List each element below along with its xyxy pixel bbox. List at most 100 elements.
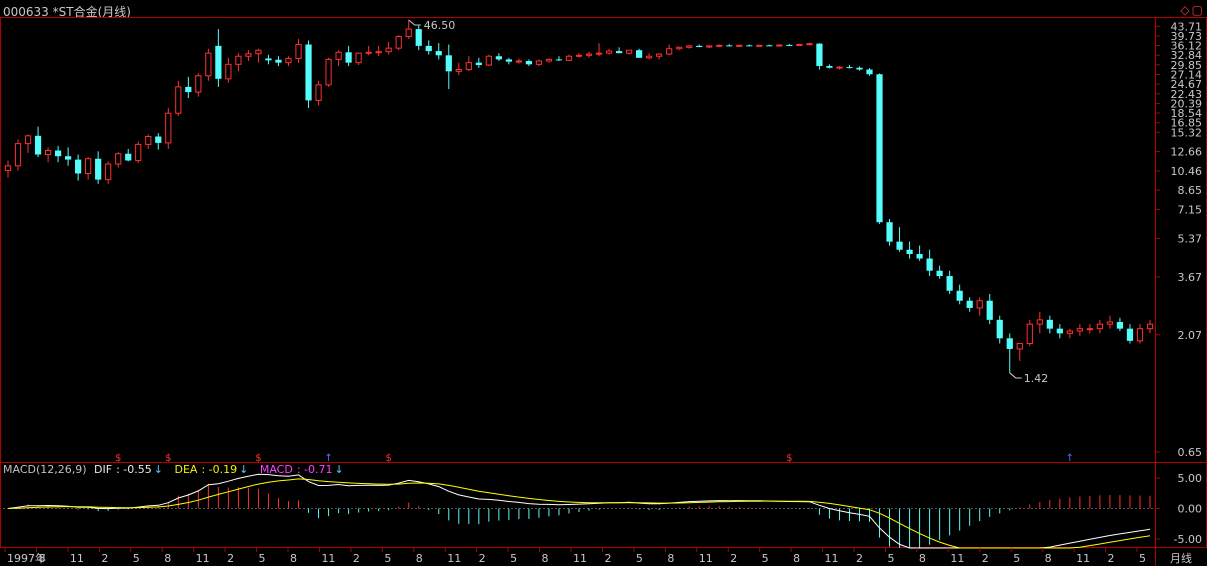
candle-body-up (385, 47, 392, 53)
candle-body-down (555, 59, 563, 61)
x-tick-label: 5 (510, 552, 517, 565)
macd-header: MACD(12,26,9) DIF: -0.55 ↓ DEA: -0.19 ↓ MA… (3, 463, 352, 476)
candle-body-up (145, 136, 152, 145)
x-tick-label: 5 (384, 552, 391, 565)
candle-body-down (956, 290, 963, 301)
candle-body-down (856, 67, 863, 70)
candle-body-down (726, 45, 733, 47)
candle-body-down (746, 45, 753, 47)
x-tick-label: 2 (982, 552, 989, 565)
down-arrow-icon: ↓ (334, 463, 344, 476)
candle-body-down (986, 300, 993, 320)
dea-legend: DEA: -0.19 ↓ (174, 463, 249, 476)
min-price-label: 1.42 (1024, 372, 1049, 385)
candle-body-down (966, 300, 973, 308)
candle-body-down (155, 136, 162, 143)
candle-body-down (525, 61, 533, 65)
y-tick-label: 5.37 (1178, 232, 1203, 245)
candle-body-down (125, 153, 132, 161)
candle-body-down (415, 29, 422, 46)
candle-body-down (916, 254, 923, 259)
x-tick-label: 8 (164, 552, 171, 565)
dif-legend: DIF: -0.55 ↓ (94, 463, 163, 476)
signal-marker: $ (786, 453, 792, 464)
candle-body-up (625, 49, 633, 54)
x-tick-label: 2 (856, 552, 863, 565)
macd-value: -0.71 (304, 463, 333, 476)
y-tick-label: 10.46 (1171, 165, 1203, 178)
y-tick-label: 32.84 (1171, 49, 1203, 62)
diamond-icon[interactable]: ◇ (1180, 3, 1190, 17)
x-tick-label: 11 (573, 552, 587, 565)
signal-marker: ↑ (1066, 453, 1074, 464)
x-tick-label: 8 (667, 552, 674, 565)
signal-marker: $ (165, 453, 171, 464)
y-tick-label: 16.85 (1171, 117, 1203, 130)
y-tick-label: 39.73 (1171, 30, 1203, 43)
macd-title: MACD(12,26,9) (3, 463, 87, 476)
x-tick-label: 5 (1139, 552, 1146, 565)
candle-body-down (185, 86, 192, 93)
x-tick-label: 1997年 (7, 551, 46, 565)
candle-body-up (295, 43, 302, 59)
candle-body-down (65, 156, 72, 160)
candle-body-down (425, 45, 432, 52)
candle-body-up (44, 150, 52, 156)
candle-body-up (255, 49, 262, 55)
macd-y-tick-label: 5.00 (1178, 472, 1203, 485)
candle-body-down (345, 52, 352, 63)
signal-marker: $ (255, 453, 261, 464)
candle-body-up (1146, 323, 1154, 330)
candle-body-down (475, 62, 482, 66)
candle-body-up (836, 66, 843, 69)
x-tick-label: 11 (70, 552, 84, 565)
y-tick-label: 8.65 (1178, 184, 1203, 197)
candle-body-down (1126, 328, 1134, 341)
candle-body-up (365, 51, 372, 54)
candle-body-down (886, 222, 893, 242)
candle-body-down (34, 135, 42, 155)
candle-body-down (635, 50, 643, 58)
candle-body-up (135, 143, 142, 161)
y-tick-label: 36.12 (1171, 40, 1203, 53)
x-tick-label: 5 (636, 552, 643, 565)
x-tick-label: 11 (1076, 552, 1090, 565)
y-tick-label: 24.67 (1171, 78, 1203, 91)
x-tick-label: 8 (793, 552, 800, 565)
candle-body-down (445, 55, 452, 72)
candle-body-up (115, 153, 122, 165)
candle-body-down (876, 74, 883, 223)
candle-body-up (395, 36, 402, 49)
candle-body-down (505, 59, 512, 62)
y-tick-label: 3.67 (1178, 271, 1203, 284)
candle-body-up (175, 86, 182, 114)
x-tick-label: 5 (259, 552, 266, 565)
y-tick-label: 15.32 (1171, 126, 1203, 139)
x-tick-label: 8 (38, 552, 45, 565)
dea-value: -0.19 (208, 463, 238, 476)
macd-name: MACD (259, 463, 293, 476)
candle-body-up (646, 55, 653, 59)
dif-name: DIF (94, 463, 113, 476)
dea-line (7, 478, 1151, 549)
signal-marker: ↑ (324, 453, 332, 464)
x-tick-label: 5 (133, 552, 140, 565)
candle-body-down (826, 66, 833, 68)
candle-body-down (275, 59, 282, 63)
candle-body-up (656, 53, 663, 57)
x-tick-label: 2 (353, 552, 360, 565)
restore-window-icon[interactable]: ▢ (1191, 3, 1203, 17)
candle-body-up (335, 51, 342, 60)
candle-body-up (315, 84, 322, 101)
candle-body-up (686, 45, 693, 48)
candle-body-up (465, 62, 472, 71)
x-tick-label: 5 (762, 552, 769, 565)
candle-body-up (485, 55, 492, 66)
min-price-pointer (1009, 372, 1022, 379)
y-tick-label: 20.39 (1171, 97, 1203, 110)
x-tick-label: 8 (919, 552, 926, 565)
macd-legend: MACD: -0.71 ↓ (259, 463, 344, 476)
candle-body-up (515, 60, 523, 63)
x-tick-label: 8 (542, 552, 549, 565)
